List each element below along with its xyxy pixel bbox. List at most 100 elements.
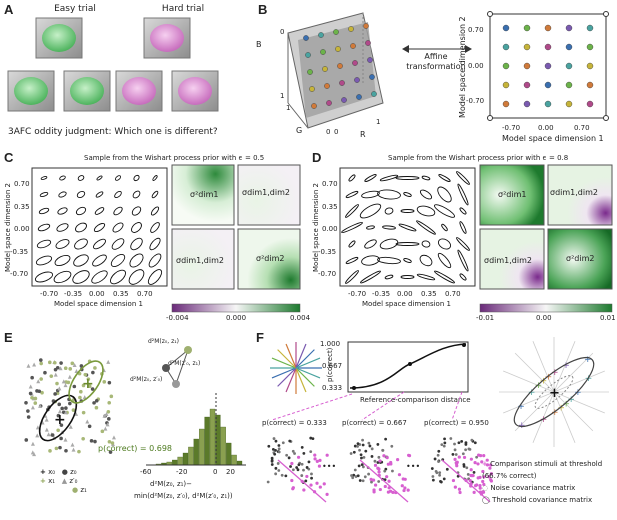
sample-point [104, 411, 109, 416]
e-xtick: -20 [176, 468, 188, 476]
comparison-arrow [277, 459, 327, 503]
c-cbar-tick: -0.004 [166, 314, 189, 322]
comparison-point [487, 475, 491, 479]
c-ytick: 0.35 [14, 203, 30, 211]
radial-line [514, 352, 555, 393]
comparison-point [369, 477, 373, 481]
comparison-point [385, 456, 389, 460]
histogram-bar [193, 438, 199, 466]
trial-point [359, 453, 363, 457]
sample-point [63, 383, 68, 388]
trial-point [349, 452, 353, 455]
sample-point [87, 384, 92, 389]
threshold-ellipse [345, 190, 359, 199]
trial-point [291, 449, 295, 453]
grid-dot [586, 24, 594, 32]
sample-point [48, 360, 52, 365]
sample-point [49, 374, 54, 378]
sample-point [56, 428, 60, 433]
sample-point [63, 437, 68, 442]
sample-point [66, 380, 71, 385]
comparison-point [453, 457, 457, 461]
sample-point [67, 374, 72, 379]
threshold-ellipse [441, 223, 448, 232]
threshold-ellipse [348, 174, 356, 182]
threshold-ellipse [360, 270, 381, 284]
trial-point [356, 474, 360, 478]
sample-point [57, 409, 62, 414]
threshold-ellipse [433, 204, 456, 218]
sample-point [77, 449, 81, 454]
sample-point [68, 424, 73, 429]
histogram-bar [236, 460, 243, 466]
sample-point [58, 366, 63, 371]
sample-point [91, 370, 95, 375]
trial-point [284, 474, 288, 478]
trial-point [350, 474, 353, 477]
c-xtick: -0.70 [40, 290, 59, 298]
threshold-cross: + [551, 408, 559, 418]
trial-point [383, 478, 387, 482]
easy-right-box [63, 70, 111, 112]
cube-dots [303, 23, 377, 109]
axis-b-label: B [256, 40, 262, 49]
threshold-ellipse [382, 225, 396, 230]
threshold-ellipse [459, 207, 467, 215]
sample-point [54, 446, 59, 451]
trial-point [376, 443, 380, 446]
comparison-point [377, 470, 381, 474]
panel-e-histogram [146, 393, 246, 466]
comparison-point [383, 484, 387, 489]
threshold-ellipse [53, 270, 72, 284]
comparison-point [309, 483, 313, 487]
hard-trial-title: Hard trial [161, 4, 205, 14]
direction-arrow [295, 367, 321, 379]
comparison-point [313, 453, 317, 457]
threshold-ellipse [35, 255, 53, 266]
b-ytick-1: 0.70 [468, 26, 484, 34]
cube-tick-4: 0 [326, 128, 331, 136]
comparison-point [378, 487, 382, 492]
comparison-point [476, 476, 480, 480]
sample-point [83, 372, 88, 377]
sample-point [53, 392, 57, 396]
sample-point [93, 439, 97, 444]
comparison-point [479, 454, 483, 458]
threshold-ellipse [112, 222, 124, 233]
cube-dot [356, 94, 362, 100]
sample-point [70, 361, 75, 366]
radial-line [503, 391, 555, 414]
trial-point [390, 444, 394, 448]
comparison-point [402, 488, 406, 493]
threshold-ellipse [437, 252, 452, 269]
threshold-ellipse [130, 237, 143, 251]
psychometric-curve [347, 341, 469, 393]
comparison-point [373, 483, 378, 487]
comparison-point [290, 461, 294, 466]
trial-point [437, 449, 441, 453]
trial-point [361, 443, 365, 447]
cube-dot [354, 77, 360, 83]
d-ytick: -0.35 [318, 248, 337, 256]
trial-point [461, 452, 465, 456]
panel-e-legend: + x₀ ● z₀ + x₁ ▲ z′₀ ● z₁ [40, 468, 87, 494]
trial-point [274, 449, 277, 452]
trial-point [271, 448, 275, 451]
threshold-ellipse [148, 253, 162, 268]
comparison-point [457, 487, 462, 491]
threshold-ellipse [421, 240, 431, 248]
sample-point [30, 375, 34, 380]
histogram-bar [177, 456, 183, 466]
sample-point [50, 433, 55, 437]
trial-point [453, 442, 456, 446]
grid-dot [586, 100, 594, 108]
comparison-point [489, 463, 493, 467]
c-xtick: 0.70 [137, 290, 153, 298]
comparison-point [322, 482, 326, 486]
comparison-point [475, 483, 479, 487]
trial-point [377, 480, 381, 483]
threshold-ellipse [456, 237, 470, 251]
threshold-cross: + [574, 388, 582, 398]
threshold-ellipse [379, 238, 399, 250]
trial-point [383, 469, 387, 473]
